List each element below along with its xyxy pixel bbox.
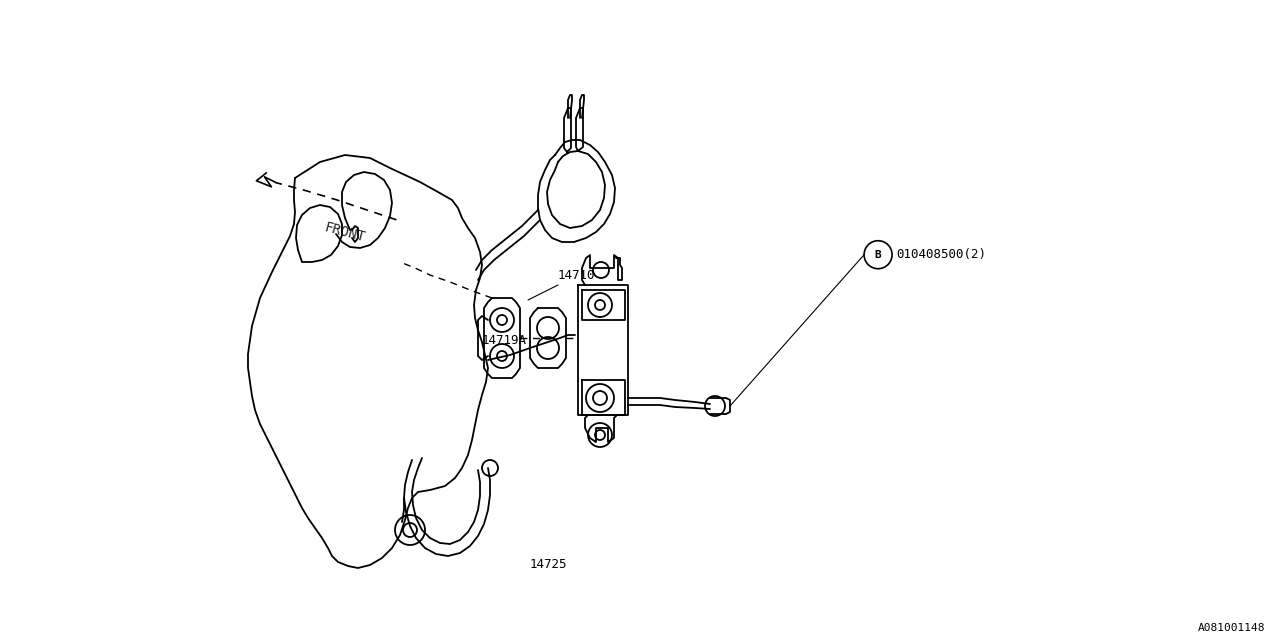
Text: 010408500(2): 010408500(2)	[896, 248, 986, 261]
Text: 14725: 14725	[529, 558, 567, 571]
Text: B: B	[874, 250, 882, 260]
Text: FRONT: FRONT	[323, 221, 366, 245]
Text: 14710: 14710	[558, 269, 595, 282]
Text: A081001148: A081001148	[1198, 623, 1265, 633]
Text: 14719A: 14719A	[483, 333, 527, 346]
